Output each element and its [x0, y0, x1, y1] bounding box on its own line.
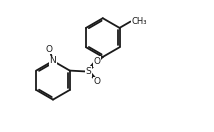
- Text: CH₃: CH₃: [132, 17, 147, 26]
- Text: S: S: [85, 67, 91, 76]
- Text: O: O: [93, 57, 100, 66]
- Text: O: O: [93, 77, 100, 86]
- Text: N: N: [50, 56, 56, 65]
- Text: O: O: [46, 45, 53, 54]
